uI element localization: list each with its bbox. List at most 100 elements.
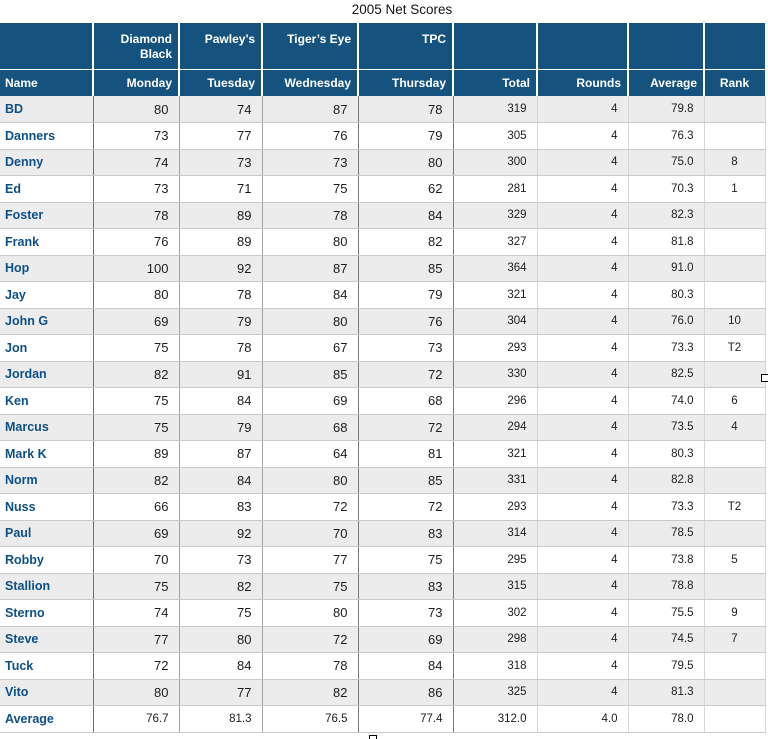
- total-cell[interactable]: 302: [453, 599, 538, 627]
- thursday-score-cell[interactable]: 85: [358, 467, 454, 494]
- tuesday-score-cell[interactable]: 84: [179, 652, 263, 680]
- tuesday-score-cell[interactable]: 82: [179, 573, 263, 600]
- rank-cell[interactable]: [704, 520, 766, 547]
- player-name-cell[interactable]: Jay: [0, 281, 94, 309]
- rounds-cell[interactable]: 4: [537, 599, 629, 627]
- monday-score-cell[interactable]: 74: [93, 599, 180, 627]
- wednesday-score-cell[interactable]: 69: [262, 387, 359, 415]
- tuesday-score-cell[interactable]: 71: [179, 175, 263, 203]
- average-cell[interactable]: 73.3: [628, 334, 705, 362]
- tuesday-score-cell[interactable]: 92: [179, 520, 263, 547]
- column-header-thursday[interactable]: Thursday: [358, 69, 454, 96]
- tuesday-score-cell[interactable]: 73: [179, 149, 263, 176]
- course-header-tpc[interactable]: TPC: [358, 23, 454, 70]
- player-name-cell[interactable]: BD: [0, 96, 94, 123]
- rounds-cell[interactable]: 4.0: [537, 705, 629, 733]
- player-name-cell[interactable]: Norm: [0, 467, 94, 494]
- wednesday-score-cell[interactable]: 80: [262, 467, 359, 494]
- rank-cell[interactable]: 6: [704, 387, 766, 415]
- wednesday-score-cell[interactable]: 77: [262, 546, 359, 574]
- rank-cell[interactable]: [704, 440, 766, 468]
- average-cell[interactable]: 74.5: [628, 626, 705, 653]
- thursday-score-cell[interactable]: 72: [358, 493, 454, 521]
- thursday-score-cell[interactable]: 85: [358, 255, 454, 282]
- total-cell[interactable]: 364: [453, 255, 538, 282]
- column-header-total[interactable]: Total: [453, 69, 538, 96]
- thursday-score-cell[interactable]: 84: [358, 202, 454, 229]
- average-cell[interactable]: 78.0: [628, 705, 705, 733]
- rounds-cell[interactable]: 4: [537, 202, 629, 229]
- thursday-score-cell[interactable]: 73: [358, 599, 454, 627]
- thursday-score-cell[interactable]: 82: [358, 228, 454, 256]
- total-cell[interactable]: 293: [453, 493, 538, 521]
- thursday-score-cell[interactable]: 80: [358, 149, 454, 176]
- rounds-cell[interactable]: 4: [537, 228, 629, 256]
- monday-score-cell[interactable]: 66: [93, 493, 180, 521]
- wednesday-score-cell[interactable]: 80: [262, 599, 359, 627]
- player-name-cell[interactable]: Ken: [0, 387, 94, 415]
- thursday-score-cell[interactable]: 73: [358, 334, 454, 362]
- rank-cell[interactable]: [704, 652, 766, 680]
- wednesday-score-cell[interactable]: 85: [262, 361, 359, 388]
- rank-cell[interactable]: 7: [704, 626, 766, 653]
- player-name-cell[interactable]: Sterno: [0, 599, 94, 627]
- rounds-cell[interactable]: 4: [537, 467, 629, 494]
- thursday-score-cell[interactable]: 83: [358, 520, 454, 547]
- course-header-empty[interactable]: [0, 23, 94, 70]
- wednesday-score-cell[interactable]: 68: [262, 414, 359, 441]
- player-name-cell[interactable]: Jon: [0, 334, 94, 362]
- total-cell[interactable]: 298: [453, 626, 538, 653]
- thursday-score-cell[interactable]: 79: [358, 122, 454, 150]
- rounds-cell[interactable]: 4: [537, 652, 629, 680]
- column-header-tuesday[interactable]: Tuesday: [179, 69, 263, 96]
- rank-cell[interactable]: 4: [704, 414, 766, 441]
- average-cell[interactable]: 70.3: [628, 175, 705, 203]
- rounds-cell[interactable]: 4: [537, 679, 629, 706]
- average-cell[interactable]: 76.0: [628, 308, 705, 335]
- tuesday-score-cell[interactable]: 73: [179, 546, 263, 574]
- rank-cell[interactable]: [704, 228, 766, 256]
- tuesday-score-cell[interactable]: 84: [179, 387, 263, 415]
- monday-score-cell[interactable]: 82: [93, 361, 180, 388]
- total-cell[interactable]: 296: [453, 387, 538, 415]
- rounds-cell[interactable]: 4: [537, 361, 629, 388]
- total-cell[interactable]: 294: [453, 414, 538, 441]
- thursday-score-cell[interactable]: 78: [358, 96, 454, 123]
- wednesday-score-cell[interactable]: 80: [262, 228, 359, 256]
- average-cell[interactable]: 73.8: [628, 546, 705, 574]
- rank-cell[interactable]: [704, 467, 766, 494]
- rounds-cell[interactable]: 4: [537, 122, 629, 150]
- rank-cell[interactable]: 9: [704, 599, 766, 627]
- total-cell[interactable]: 330: [453, 361, 538, 388]
- rank-cell[interactable]: [704, 255, 766, 282]
- rank-cell[interactable]: 1: [704, 175, 766, 203]
- thursday-score-cell[interactable]: 79: [358, 281, 454, 309]
- total-cell[interactable]: 331: [453, 467, 538, 494]
- monday-score-cell[interactable]: 77: [93, 626, 180, 653]
- column-header-rounds[interactable]: Rounds: [537, 69, 629, 96]
- course-header-pawleys[interactable]: Pawley’s: [179, 23, 263, 70]
- average-cell[interactable]: 80.3: [628, 281, 705, 309]
- tuesday-score-cell[interactable]: 89: [179, 202, 263, 229]
- total-cell[interactable]: 314: [453, 520, 538, 547]
- monday-score-cell[interactable]: 73: [93, 175, 180, 203]
- rounds-cell[interactable]: 4: [537, 96, 629, 123]
- thursday-score-cell[interactable]: 72: [358, 361, 454, 388]
- rank-cell[interactable]: 8: [704, 149, 766, 176]
- rounds-cell[interactable]: 4: [537, 414, 629, 441]
- average-cell[interactable]: 75.0: [628, 149, 705, 176]
- monday-score-cell[interactable]: 80: [93, 96, 180, 123]
- monday-score-cell[interactable]: 69: [93, 308, 180, 335]
- wednesday-score-cell[interactable]: 82: [262, 679, 359, 706]
- thursday-score-cell[interactable]: 83: [358, 573, 454, 600]
- rounds-cell[interactable]: 4: [537, 573, 629, 600]
- tuesday-score-cell[interactable]: 81.3: [179, 705, 263, 733]
- player-name-cell[interactable]: Denny: [0, 149, 94, 176]
- rank-cell[interactable]: [704, 361, 766, 388]
- monday-score-cell[interactable]: 76.7: [93, 705, 180, 733]
- wednesday-score-cell[interactable]: 87: [262, 96, 359, 123]
- tuesday-score-cell[interactable]: 77: [179, 679, 263, 706]
- rank-cell[interactable]: [704, 705, 766, 733]
- player-name-cell[interactable]: Hop: [0, 255, 94, 282]
- player-name-cell[interactable]: Vito: [0, 679, 94, 706]
